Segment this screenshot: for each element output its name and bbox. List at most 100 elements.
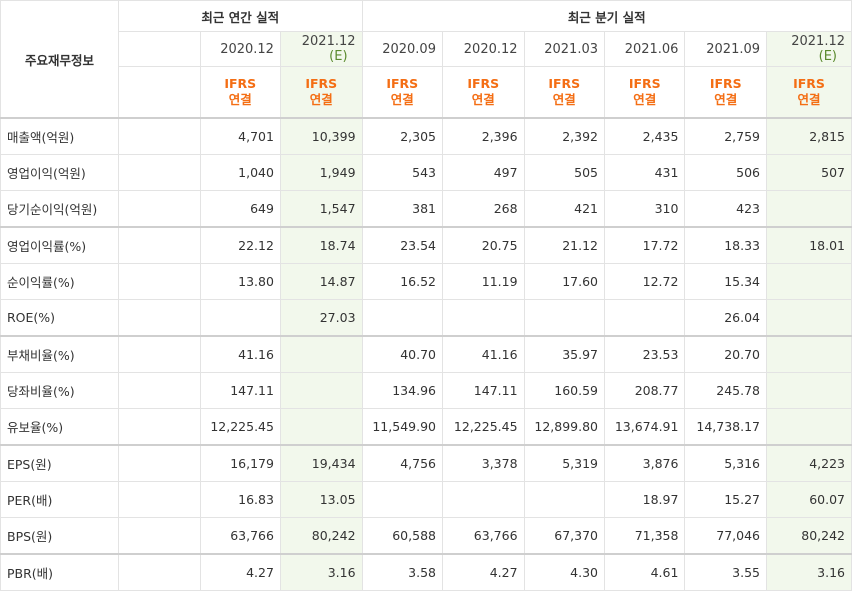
value-cell: 60.07 [766,481,852,518]
blank-header [117,31,201,67]
value-cell: 27.03 [279,299,363,337]
value-cell: 2,435 [603,117,686,155]
row-label: 당좌비율(%) [0,372,119,409]
period-header: 2020.12 [441,31,525,67]
table-row: 매출액(억원) 4,701 10,399 2,305 2,396 2,392 2,435 2,… [0,117,852,155]
blank-cell [117,481,201,518]
blank-cell [117,226,201,264]
value-cell: 3.58 [361,553,443,591]
value-cell: 4.61 [603,553,686,591]
blank-cell [117,517,201,555]
value-cell: 13,674.91 [603,408,686,446]
value-cell: 15.34 [684,263,768,300]
value-cell: 80,242 [279,517,363,555]
value-cell: 3.16 [279,553,363,591]
period-header: 2021.06 [603,31,686,67]
value-cell: 18.74 [279,226,363,264]
value-cell: 497 [441,154,525,191]
value-cell: 649 [199,190,281,228]
value-cell [441,481,525,518]
statement-type-header: IFRS 연결 [199,66,281,119]
row-label: BPS(원) [0,517,119,555]
period-header-estimate: 2021.12 (E) [279,31,363,67]
table-row: 순이익률(%) 13.80 14.87 16.52 11.19 17.60 12.72 15.… [0,263,852,300]
table-row: EPS(원) 16,179 19,434 4,756 3,378 5,319 3,876 5,… [0,444,852,482]
table-row: ROE(%) 27.03 26.04 [0,299,852,337]
value-cell [199,299,281,337]
value-cell: 63,766 [441,517,525,555]
value-cell: 13.05 [279,481,363,518]
table-row: 유보율(%) 12,225.45 11,549.90 12,225.45 12,899.… [0,408,852,446]
value-cell: 5,319 [523,444,606,482]
blank-cell [117,154,201,191]
value-cell [766,408,852,446]
value-cell: 2,392 [523,117,606,155]
value-cell: 3,378 [441,444,525,482]
value-cell: 40.70 [361,335,443,373]
value-cell: 16.83 [199,481,281,518]
value-cell: 1,949 [279,154,363,191]
value-cell: 421 [523,190,606,228]
value-cell [766,190,852,228]
value-cell: 67,370 [523,517,606,555]
value-cell: 1,040 [199,154,281,191]
value-cell: 4.30 [523,553,606,591]
period-header: 2020.12 [199,31,281,67]
value-cell [603,299,686,337]
value-cell [523,299,606,337]
row-label: PER(배) [0,481,119,518]
table-row: BPS(원) 63,766 80,242 60,588 63,766 67,370 71,3… [0,517,852,555]
table-row: 영업이익률(%) 22.12 18.74 23.54 20.75 21.12 17.72 18… [0,226,852,264]
value-cell: 3.16 [766,553,852,591]
period-header: 2021.03 [523,31,606,67]
value-cell: 15.27 [684,481,768,518]
row-label: 유보율(%) [0,408,119,446]
value-cell: 3,876 [603,444,686,482]
value-cell: 41.16 [199,335,281,373]
blank-cell [117,190,201,228]
table-row: 당좌비율(%) 147.11 134.96 147.11 160.59 208.77 245… [0,372,852,409]
value-cell [523,481,606,518]
value-cell: 13.80 [199,263,281,300]
value-cell: 20.75 [441,226,525,264]
value-cell: 12,899.80 [523,408,606,446]
table-row: 부채비율(%) 41.16 40.70 41.16 35.97 23.53 20.70 [0,335,852,373]
value-cell: 2,815 [766,117,852,155]
value-cell: 3.55 [684,553,768,591]
value-cell [766,263,852,300]
value-cell: 23.54 [361,226,443,264]
value-cell: 20.70 [684,335,768,373]
blank-cell [117,263,201,300]
table-row: PBR(배) 4.27 3.16 3.58 4.27 4.30 4.61 3.55 3.16 [0,553,852,591]
value-cell: 4,756 [361,444,443,482]
value-cell: 16,179 [199,444,281,482]
value-cell: 4.27 [441,553,525,591]
value-cell: 543 [361,154,443,191]
value-cell: 507 [766,154,852,191]
value-cell: 71,358 [603,517,686,555]
statement-type-header: IFRS 연결 [441,66,525,119]
annual-group-header: 최근 연간 실적 [117,0,363,32]
value-cell: 245.78 [684,372,768,409]
corner-label: 주요재무정보 [0,0,119,119]
value-cell: 16.52 [361,263,443,300]
blank-cell [117,553,201,591]
value-cell: 2,305 [361,117,443,155]
value-cell: 80,242 [766,517,852,555]
value-cell: 4.27 [199,553,281,591]
statement-type-header: IFRS 연결 [523,66,606,119]
value-cell: 147.11 [441,372,525,409]
value-cell [361,299,443,337]
value-cell: 1,547 [279,190,363,228]
statement-type-header: IFRS 연결 [684,66,768,119]
value-cell: 14,738.17 [684,408,768,446]
value-cell [766,372,852,409]
value-cell: 5,316 [684,444,768,482]
value-cell: 17.60 [523,263,606,300]
value-cell: 14.87 [279,263,363,300]
statement-type-header: IFRS 연결 [361,66,443,119]
value-cell: 2,759 [684,117,768,155]
value-cell: 12,225.45 [441,408,525,446]
value-cell: 12,225.45 [199,408,281,446]
period-header-estimate: 2021.12 (E) [766,31,852,67]
